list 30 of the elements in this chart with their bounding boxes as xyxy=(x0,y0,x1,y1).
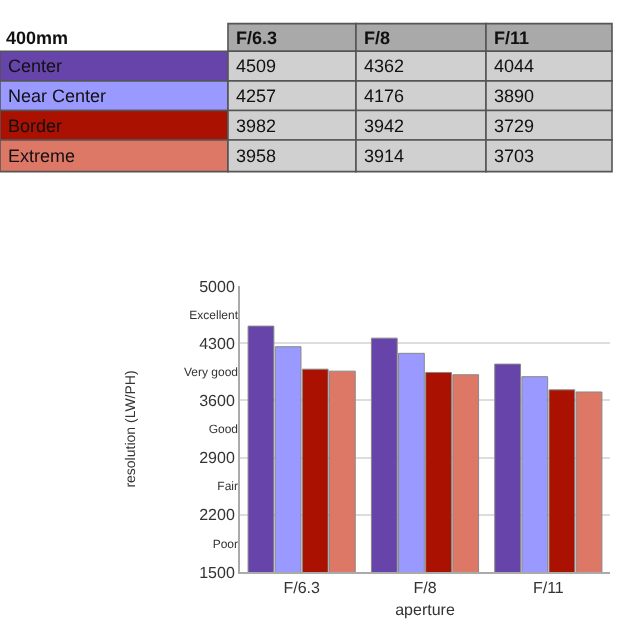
legend-title: 400mm xyxy=(6,28,69,48)
x-tick-label: F/8 xyxy=(413,579,438,598)
y-tick-label: 4300 xyxy=(199,334,236,353)
data-label: 3703 xyxy=(494,146,535,166)
data-label: 4044 xyxy=(494,56,535,76)
y-tick-label: 5000 xyxy=(199,277,236,296)
data-label: 4362 xyxy=(364,56,405,76)
y-tick-label: 2200 xyxy=(199,506,236,525)
y-tick-label: 2900 xyxy=(199,449,236,468)
data-label: 4509 xyxy=(236,56,277,76)
data-label: 3982 xyxy=(236,116,277,136)
text: Near Center xyxy=(8,86,107,106)
data-label: 3729 xyxy=(494,116,535,136)
text: Center xyxy=(8,56,63,76)
data-label: 4257 xyxy=(236,86,277,106)
y-tick-label: 3600 xyxy=(199,392,236,410)
x-tick-label: F/6.3 xyxy=(283,579,321,598)
y-tick-label: 1500 xyxy=(199,563,236,582)
category-label: F/11 xyxy=(494,28,530,48)
category-label: F/8 xyxy=(364,28,391,48)
category-label: F/6.3 xyxy=(236,28,278,48)
data-label: 3914 xyxy=(364,146,405,166)
text: Extreme xyxy=(8,146,76,166)
data-label: 3890 xyxy=(494,86,535,106)
data-label: 3942 xyxy=(364,116,405,136)
x-axis-title: aperture xyxy=(395,601,456,620)
x-tick-label: F/11 xyxy=(532,579,565,598)
text: Border xyxy=(8,116,63,136)
data-label: 4176 xyxy=(364,86,405,106)
data-label: 3958 xyxy=(236,146,277,166)
